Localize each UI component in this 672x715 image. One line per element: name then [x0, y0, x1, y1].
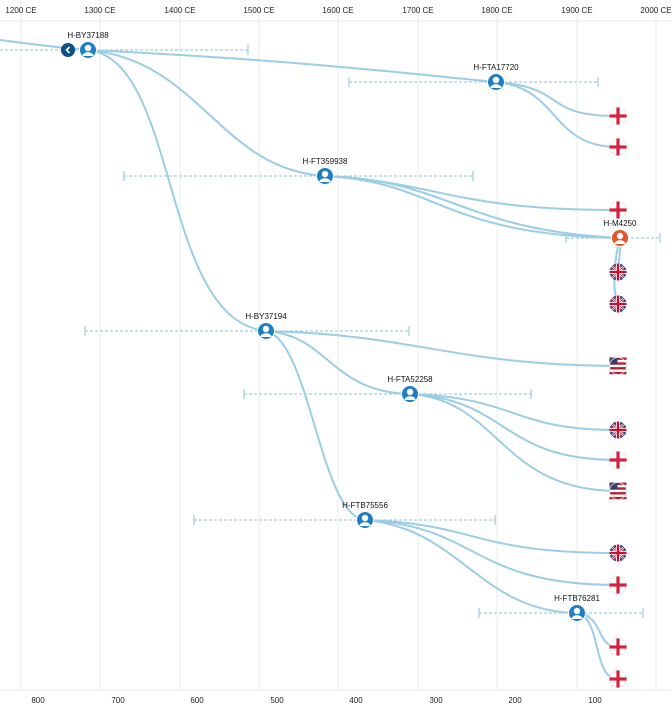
- branch: [364, 519, 578, 614]
- top-axis-tick: 1800 CE: [481, 6, 512, 15]
- uk-flag-icon[interactable]: [609, 421, 627, 439]
- branch: [495, 81, 619, 148]
- uk-flag-icon[interactable]: [609, 295, 627, 313]
- bottom-axis-tick: 500: [270, 696, 284, 705]
- branch: [87, 49, 267, 332]
- bottom-axis-tick: 700: [111, 696, 125, 705]
- branch: [409, 393, 619, 431]
- branch: [87, 49, 497, 83]
- user-icon: [490, 76, 502, 88]
- age-range-h-by37194: [84, 326, 410, 336]
- node-label: H-M4250: [604, 219, 637, 228]
- user-icon: [404, 388, 416, 400]
- branch: [265, 330, 619, 367]
- node-h-by37188[interactable]: H-BY37188: [67, 31, 109, 59]
- age-range-h-fta17720: [348, 77, 599, 87]
- branch: [409, 393, 619, 461]
- branch: [364, 519, 619, 554]
- tree-branches: [0, 39, 622, 680]
- top-axis-tick: 1700 CE: [402, 6, 433, 15]
- branch: [265, 330, 366, 521]
- node-h-ftb75556[interactable]: H-FTB75556: [342, 501, 388, 529]
- england-flag-icon[interactable]: [609, 451, 627, 469]
- top-axis-tick: 1300 CE: [84, 6, 115, 15]
- node-label: H-FTA17720: [473, 63, 519, 72]
- england-flag-icon[interactable]: [609, 138, 627, 156]
- node-h-by37194[interactable]: H-BY37194: [245, 312, 287, 340]
- node-h-ft359938[interactable]: H-FT359938: [303, 157, 348, 185]
- leaf-flags: [609, 107, 627, 688]
- top-axis-tick: 1900 CE: [561, 6, 592, 15]
- branch: [495, 81, 619, 117]
- bottom-axis: 800 700 600 500 400 300 200 100: [31, 696, 602, 705]
- england-flag-icon[interactable]: [609, 638, 627, 656]
- branch: [324, 175, 621, 239]
- node-label: H-FTB76281: [554, 594, 600, 603]
- user-icon: [319, 170, 331, 182]
- node-h-fta17720[interactable]: H-FTA17720: [473, 63, 519, 91]
- bottom-axis-tick: 100: [588, 696, 602, 705]
- tree-nodes: H-BY37188 H-FTA17720 H-FT359938 H-M4250 …: [67, 31, 637, 622]
- bottom-axis-tick: 300: [429, 696, 443, 705]
- bottom-axis-tick: 400: [349, 696, 363, 705]
- user-icon: [571, 607, 583, 619]
- england-flag-icon[interactable]: [609, 670, 627, 688]
- uk-flag-icon[interactable]: [609, 263, 627, 281]
- grid-lines: [0, 0, 672, 691]
- top-axis-tick: 1200 CE: [5, 6, 36, 15]
- age-range-h-by37188: [0, 45, 249, 55]
- top-axis-tick: 1500 CE: [243, 6, 274, 15]
- branch: [409, 393, 619, 492]
- top-axis-tick: 1400 CE: [164, 6, 195, 15]
- chevron-left-icon: [65, 46, 71, 54]
- branch: [87, 49, 326, 177]
- branch: [324, 175, 621, 239]
- node-h-m4250[interactable]: H-M4250: [604, 219, 637, 247]
- us-flag-icon[interactable]: [609, 357, 627, 375]
- top-axis: 1200 CE 1300 CE 1400 CE 1500 CE 1600 CE …: [5, 6, 671, 15]
- bottom-axis-tick: 800: [31, 696, 45, 705]
- age-range-h-ft359938: [123, 171, 474, 181]
- collapse-button[interactable]: [61, 43, 75, 57]
- top-axis-tick: 2000 CE: [640, 6, 671, 15]
- branch: [265, 330, 411, 395]
- us-flag-icon[interactable]: [609, 482, 627, 500]
- england-flag-icon[interactable]: [609, 201, 627, 219]
- node-label: H-BY37188: [67, 31, 109, 40]
- branch: [364, 519, 619, 586]
- top-axis-tick: 1600 CE: [322, 6, 353, 15]
- uk-flag-icon[interactable]: [609, 544, 627, 562]
- bottom-axis-tick: 600: [190, 696, 204, 705]
- user-icon: [260, 325, 272, 337]
- node-h-ftb76281[interactable]: H-FTB76281: [554, 594, 600, 622]
- bottom-axis-tick: 200: [508, 696, 522, 705]
- england-flag-icon[interactable]: [609, 107, 627, 125]
- node-label: H-FT359938: [303, 157, 348, 166]
- user-icon: [614, 232, 626, 244]
- node-label: H-FTB75556: [342, 501, 388, 510]
- age-range-lines: [0, 45, 661, 618]
- node-h-fta52258[interactable]: H-FTA52258: [387, 375, 433, 403]
- age-range-h-fta52258: [243, 389, 532, 399]
- node-label: H-FTA52258: [387, 375, 433, 384]
- user-icon: [359, 514, 371, 526]
- user-icon: [82, 44, 94, 56]
- age-range-h-ftb75556: [193, 515, 496, 525]
- node-label: H-BY37194: [245, 312, 287, 321]
- england-flag-icon[interactable]: [609, 576, 627, 594]
